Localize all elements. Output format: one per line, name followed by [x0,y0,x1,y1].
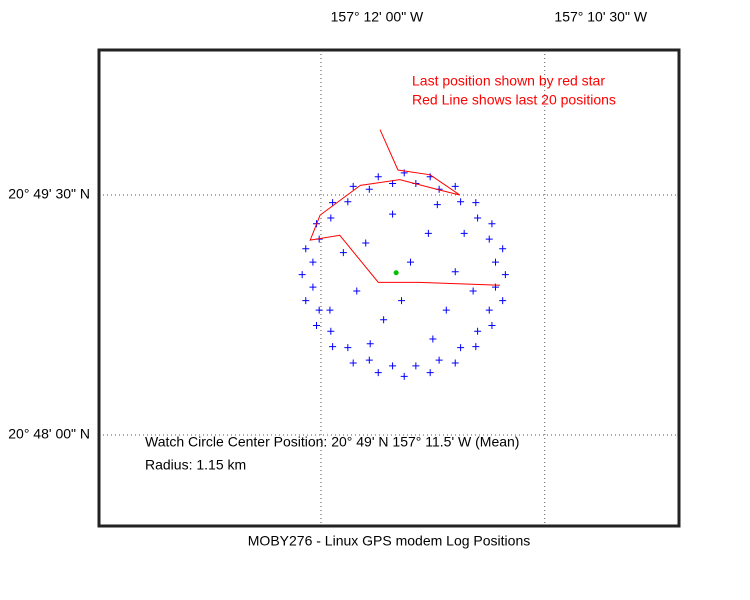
position-marker [398,297,406,305]
position-marker [327,214,335,222]
position-marker [485,235,493,243]
position-marker [451,268,459,276]
plot-frame [97,48,681,528]
position-marker [460,229,468,237]
position-marker [366,340,374,348]
position-marker [353,287,361,295]
position-marker [365,185,373,193]
x-tick-label: 157° 10' 30" W [554,9,647,25]
position-marker [457,198,465,206]
mean-position [393,270,399,276]
chart-title: MOBY276 - Linux GPS modem Log Positions [248,533,530,549]
position-marker [326,306,334,314]
position-marker [457,344,465,352]
annotation: Watch Circle Center Position: 20° 49' N … [145,434,519,450]
position-marker [488,220,496,228]
position-marker [302,297,310,305]
position-marker [374,369,382,377]
position-marker [344,198,352,206]
position-marker [474,327,482,335]
position-marker [435,356,443,364]
position-marker [339,249,347,257]
position-marker [406,258,414,266]
position-marker [329,343,337,351]
annotation: Last position shown by red star [412,73,605,89]
position-marker [469,287,477,295]
plot-area [99,50,679,526]
y-tick-label: 20° 48' 00" N [8,426,90,442]
position-marker [349,182,357,190]
last-positions-line [309,129,501,286]
position-marker [365,356,373,364]
position-marker [451,359,459,367]
position-marker [433,201,441,209]
position-marker [362,239,370,247]
position-marker [451,182,459,190]
position-marker [501,271,509,279]
position-marker [389,210,397,218]
position-marker [488,322,496,330]
position-marker [412,362,420,370]
position-marker [302,245,310,253]
position-marker [499,297,507,305]
position-marker [499,245,507,253]
position-marker [349,359,357,367]
position-marker [400,372,408,380]
annotation: Radius: 1.15 km [145,457,246,473]
position-marker [429,335,437,343]
position-marker [374,173,382,181]
position-marker [474,214,482,222]
position-marker [313,322,320,330]
position-marker [492,258,500,266]
position-marker [309,283,317,291]
annotation: Red Line shows last 20 positions [412,92,616,108]
position-marker [485,306,493,314]
position-marker [315,306,323,314]
position-marker [472,199,480,207]
position-marker [309,258,317,266]
position-marker [424,229,432,237]
position-marker [329,199,337,207]
position-marker [298,271,306,279]
position-marker [426,369,434,377]
position-marker [380,316,388,324]
position-marker [389,362,397,370]
position-marker [442,306,450,314]
x-tick-label: 157° 12' 00" W [331,9,424,25]
y-tick-label: 20° 49' 30" N [8,186,90,202]
position-marker [472,343,480,351]
position-marker [327,327,335,335]
position-marker [344,344,352,352]
